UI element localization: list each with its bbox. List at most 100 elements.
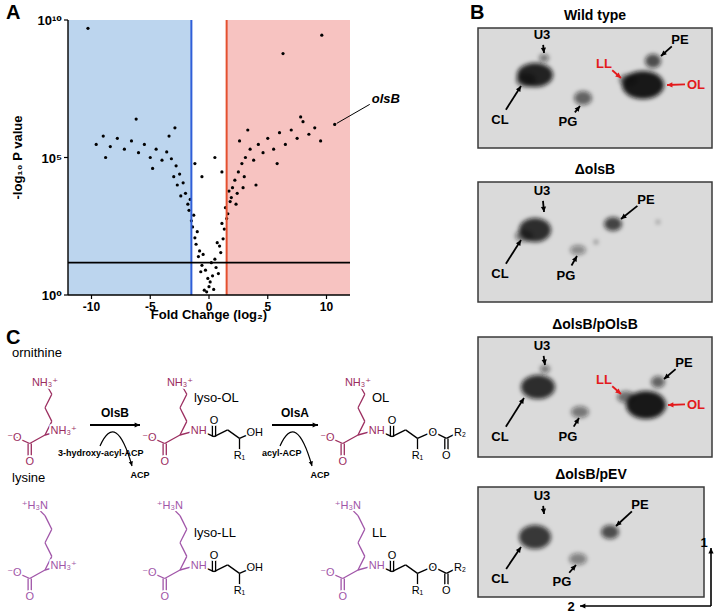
bond bbox=[45, 529, 52, 543]
point bbox=[209, 280, 212, 283]
lipid-spot bbox=[645, 54, 661, 68]
point bbox=[196, 230, 199, 233]
spot-label: CL bbox=[491, 429, 508, 444]
lipid-spot bbox=[651, 376, 665, 388]
point bbox=[212, 288, 215, 291]
atom-label: O bbox=[160, 590, 169, 602]
plate-title: ΔolsB/pOlsB bbox=[552, 316, 638, 332]
y-tick bbox=[64, 19, 68, 20]
molecule: NH₃⁺NH⁻OOOOHR₁ bbox=[142, 376, 263, 466]
bond bbox=[165, 570, 180, 579]
point bbox=[95, 143, 98, 146]
atom-label: ⁻O bbox=[142, 431, 157, 443]
point bbox=[333, 123, 336, 126]
x-tick bbox=[267, 295, 268, 299]
point bbox=[170, 157, 173, 160]
lipid-spot bbox=[626, 391, 666, 419]
release-arrow-head bbox=[129, 461, 133, 466]
label-arrow bbox=[661, 46, 672, 56]
bond bbox=[214, 430, 228, 437]
bond bbox=[180, 516, 187, 530]
tlc-plate bbox=[478, 28, 712, 148]
point bbox=[193, 236, 196, 239]
spot-label: CL bbox=[491, 571, 508, 586]
label-arrow-head bbox=[616, 520, 622, 526]
point bbox=[230, 196, 233, 199]
lipid-spot bbox=[515, 230, 533, 242]
point bbox=[178, 172, 181, 175]
direction-arrow-2-head bbox=[580, 603, 585, 608]
atom-label: O bbox=[388, 549, 397, 561]
bond bbox=[45, 408, 52, 422]
lipid-spot bbox=[540, 365, 550, 373]
bond bbox=[180, 408, 187, 422]
spot-label: PE bbox=[637, 192, 655, 207]
atom-label: NH₃⁺ bbox=[167, 376, 193, 388]
lipid-spot bbox=[656, 220, 660, 224]
point bbox=[214, 266, 217, 269]
point bbox=[151, 167, 154, 170]
spot-label: U3 bbox=[534, 27, 551, 42]
label-arrow-head bbox=[667, 82, 673, 87]
bond bbox=[30, 570, 45, 579]
x-tick-label: -10 bbox=[83, 300, 101, 314]
bond bbox=[180, 543, 187, 557]
point bbox=[197, 255, 200, 258]
enzyme-label: OlsA bbox=[281, 406, 309, 420]
atom-label: ⁻O bbox=[142, 566, 157, 578]
label-arrow bbox=[506, 547, 521, 569]
point bbox=[198, 249, 201, 252]
atom-label: O bbox=[25, 590, 34, 602]
point bbox=[206, 277, 209, 280]
atom-label: OH bbox=[247, 426, 264, 438]
atom-label: R₂ bbox=[454, 561, 466, 573]
point bbox=[184, 192, 187, 195]
point bbox=[237, 170, 240, 173]
label-arrow bbox=[506, 240, 521, 264]
spot-label: OL bbox=[687, 77, 705, 92]
molecule-name: ornithine bbox=[12, 345, 62, 360]
bond bbox=[358, 543, 365, 557]
label-arrow-head bbox=[615, 73, 621, 79]
label-arrow bbox=[506, 398, 524, 427]
release-arrow bbox=[280, 432, 312, 466]
point bbox=[234, 203, 237, 206]
y-tick-label: 10¹⁰ bbox=[38, 13, 63, 28]
label-arrow bbox=[612, 70, 621, 78]
point bbox=[284, 143, 287, 146]
label-arrow bbox=[572, 256, 577, 265]
atom-label: ⁻O bbox=[7, 566, 22, 578]
point bbox=[165, 150, 168, 153]
spot-label: PG bbox=[559, 114, 578, 129]
molecule: ⁺H₃NNH⁻OOOOR₁OR₂ bbox=[320, 499, 466, 601]
spot-label: PG bbox=[553, 574, 572, 589]
point bbox=[104, 156, 107, 159]
label-arrow-head bbox=[516, 86, 521, 92]
point bbox=[220, 170, 223, 173]
molecule: NH₃⁺NH⁻OOOOR₁OR₂ bbox=[320, 376, 466, 466]
atom-label: ⁺H₃N bbox=[157, 499, 183, 511]
panel-label: A bbox=[6, 1, 20, 23]
point bbox=[213, 258, 216, 261]
atom-label: NH bbox=[191, 424, 207, 436]
bond bbox=[228, 565, 240, 574]
atom-label: O bbox=[210, 549, 219, 561]
point bbox=[243, 175, 246, 178]
point bbox=[301, 120, 304, 123]
plate-title: Wild type bbox=[564, 7, 626, 23]
label-arrow-head bbox=[668, 402, 674, 407]
annotation: olsB bbox=[372, 91, 400, 106]
tlc-spots bbox=[519, 525, 619, 565]
atom-label: ⁺H₃N bbox=[335, 499, 361, 511]
point bbox=[192, 214, 195, 217]
lipid-spot bbox=[594, 240, 598, 244]
atom-label: R₁ bbox=[412, 584, 424, 596]
atom-label: O bbox=[25, 455, 34, 467]
point bbox=[213, 156, 216, 159]
point bbox=[211, 274, 214, 277]
bond bbox=[392, 430, 406, 437]
threshold-line bbox=[190, 20, 192, 295]
label-arrow bbox=[616, 511, 632, 526]
spot-label: PE bbox=[671, 32, 689, 47]
point bbox=[204, 269, 207, 272]
